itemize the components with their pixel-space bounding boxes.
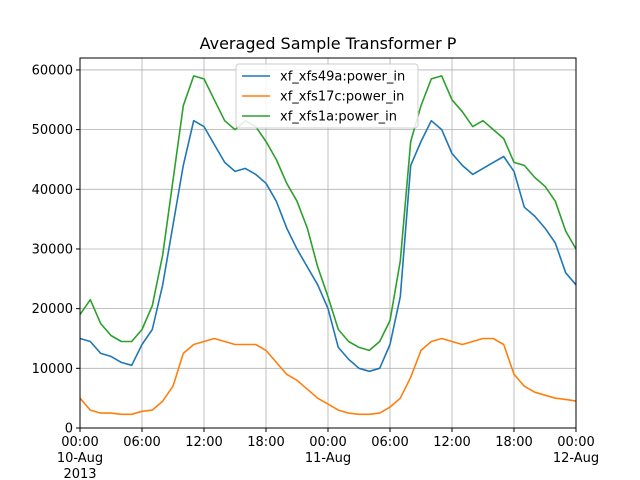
series-line bbox=[79, 337, 577, 416]
legend-label: xf_xfs49a:power_in bbox=[280, 70, 405, 85]
legend-label: xf_xfs1a:power_in bbox=[280, 110, 397, 125]
x-tick-label: 06:00 bbox=[371, 435, 408, 450]
axis-ticks: 010000200003000040000500006000000:0010-A… bbox=[32, 63, 600, 480]
y-tick-label: 10000 bbox=[32, 362, 73, 377]
x-tick-label: 00:00 bbox=[557, 435, 594, 450]
x-tick-label: 00:00 bbox=[61, 435, 98, 450]
x-tick-label: 06:00 bbox=[123, 435, 160, 450]
series-line bbox=[79, 119, 577, 373]
legend-box bbox=[235, 63, 419, 129]
x-tick-label: 12:00 bbox=[185, 435, 222, 450]
x-tick-label: 11-Aug bbox=[305, 451, 351, 466]
chart-title: Averaged Sample Transformer P bbox=[200, 34, 457, 53]
y-tick-label: 20000 bbox=[32, 302, 73, 317]
x-tick-label: 18:00 bbox=[247, 435, 284, 450]
y-tick-label: 0 bbox=[65, 422, 73, 437]
legend: xf_xfs49a:power_in xf_xfs17c:power_in xf_x… bbox=[235, 63, 419, 129]
x-tick-label: 2013 bbox=[63, 467, 96, 480]
x-tick-label: 10-Aug bbox=[57, 451, 103, 466]
series-line bbox=[79, 75, 577, 352]
y-tick-label: 50000 bbox=[32, 123, 73, 138]
legend-label: xf_xfs17c:power_in bbox=[280, 90, 404, 105]
y-tick-label: 40000 bbox=[32, 183, 73, 198]
x-tick-label: 12:00 bbox=[433, 435, 470, 450]
series-lines bbox=[79, 75, 577, 416]
x-tick-label: 00:00 bbox=[309, 435, 346, 450]
x-tick-label: 12-Aug bbox=[553, 451, 599, 466]
y-tick-label: 30000 bbox=[32, 242, 73, 257]
x-tick-label: 18:00 bbox=[495, 435, 532, 450]
y-tick-label: 60000 bbox=[32, 63, 73, 78]
